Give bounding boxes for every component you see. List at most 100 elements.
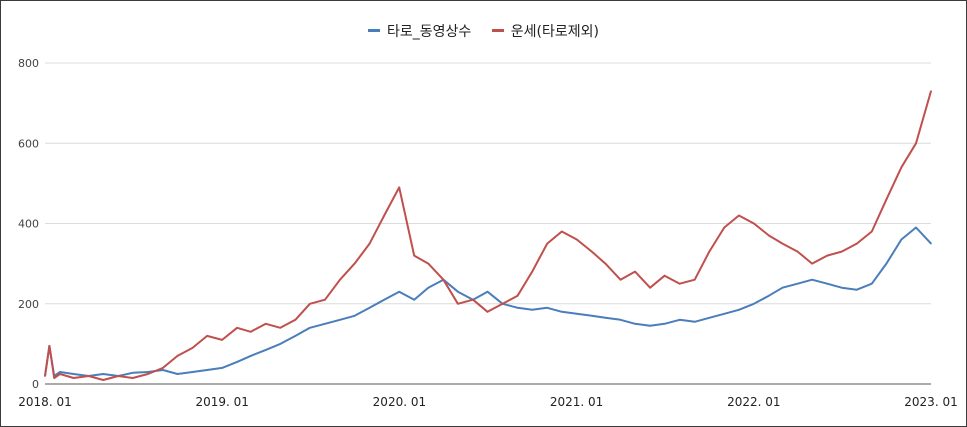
data-point-series-1 <box>546 306 548 309</box>
data-point-series-1 <box>191 371 194 373</box>
data-point-series-2 <box>678 282 681 285</box>
x-tick-label: 2022. 01 <box>727 395 780 409</box>
data-point-series-2 <box>353 262 356 265</box>
data-point-series-1 <box>413 298 416 301</box>
data-point-series-1 <box>398 290 401 293</box>
data-point-series-1 <box>930 242 932 245</box>
data-point-series-1 <box>162 369 164 371</box>
data-point-series-1 <box>383 298 385 301</box>
data-point-series-1 <box>723 312 726 315</box>
legend-item-series-2[interactable]: 운세(타로제외) <box>491 21 599 41</box>
y-tick-label: 400 <box>18 218 39 231</box>
data-point-series-1 <box>353 314 356 317</box>
data-point-series-1 <box>368 306 371 309</box>
data-point-series-1 <box>339 319 341 321</box>
series-line-2 <box>44 90 932 381</box>
data-point-series-2 <box>236 327 238 329</box>
data-point-series-1 <box>176 373 179 375</box>
data-point-series-1 <box>516 306 519 309</box>
data-point-series-1 <box>102 373 105 375</box>
data-point-series-1 <box>738 308 740 311</box>
x-tick-label: 2019. 01 <box>195 395 248 409</box>
data-point-series-1 <box>708 316 711 319</box>
data-point-series-1 <box>560 310 563 313</box>
data-point-series-2 <box>560 230 563 233</box>
data-point-series-2 <box>117 375 120 377</box>
data-point-series-2 <box>59 373 61 375</box>
data-point-series-1 <box>781 286 784 289</box>
x-tick-label: 2020. 01 <box>373 395 426 409</box>
data-point-series-1 <box>309 327 311 329</box>
data-point-series-2 <box>486 310 489 313</box>
data-point-series-1 <box>826 282 828 285</box>
data-point-series-1 <box>604 316 607 319</box>
data-point-series-2 <box>840 250 843 253</box>
data-point-series-1 <box>249 355 252 357</box>
data-point-series-1 <box>427 286 430 289</box>
data-point-series-2 <box>531 270 533 273</box>
data-point-series-2 <box>604 262 607 265</box>
data-point-series-2 <box>221 339 223 341</box>
data-point-series-1 <box>72 373 75 375</box>
data-point-series-2 <box>649 286 651 289</box>
data-point-series-2 <box>738 214 740 217</box>
data-point-series-1 <box>575 312 578 315</box>
data-point-series-2 <box>663 274 666 277</box>
data-point-series-2 <box>501 302 504 305</box>
data-point-series-1 <box>649 325 651 327</box>
data-point-series-1 <box>132 371 134 374</box>
legend-label-series-2: 운세(타로제외) <box>510 23 599 40</box>
data-point-series-1 <box>753 302 755 305</box>
data-point-series-1 <box>693 321 696 323</box>
data-point-series-1 <box>840 286 843 289</box>
data-point-series-2 <box>339 278 341 281</box>
data-point-series-1 <box>796 282 799 285</box>
gridlines <box>45 62 931 385</box>
data-point-series-2 <box>811 262 813 265</box>
y-tick-label: 0 <box>32 378 39 391</box>
data-point-series-1 <box>531 308 533 311</box>
data-point-series-1 <box>885 262 888 265</box>
data-point-series-1 <box>855 288 858 291</box>
series-lines <box>44 90 932 381</box>
data-point-series-1 <box>591 314 593 317</box>
y-tick-label: 200 <box>18 298 39 311</box>
data-point-series-1 <box>486 290 489 293</box>
legend-swatch-series-2 <box>491 29 504 32</box>
data-point-series-2 <box>48 345 51 347</box>
data-point-series-2 <box>442 278 445 281</box>
data-point-series-1 <box>206 369 208 371</box>
data-point-series-1 <box>236 361 238 363</box>
data-point-series-2 <box>162 367 164 369</box>
data-point-series-2 <box>191 347 194 349</box>
data-point-series-2 <box>132 377 134 379</box>
data-point-series-1 <box>279 343 282 345</box>
data-point-series-1 <box>147 371 149 373</box>
data-point-series-1 <box>663 323 666 325</box>
data-point-series-2 <box>619 278 622 281</box>
data-point-series-1 <box>457 290 459 293</box>
data-point-series-2 <box>900 166 903 169</box>
data-point-series-1 <box>768 294 770 297</box>
data-point-series-1 <box>811 278 813 281</box>
data-point-series-2 <box>516 294 519 297</box>
data-point-series-2 <box>87 375 90 377</box>
data-point-series-2 <box>915 142 917 145</box>
data-point-series-2 <box>634 270 636 273</box>
data-point-series-2 <box>753 222 755 225</box>
data-point-series-2 <box>279 327 282 329</box>
data-point-series-2 <box>53 377 56 379</box>
data-point-series-2 <box>855 242 858 245</box>
data-point-series-2 <box>398 186 401 189</box>
y-tick-label: 600 <box>18 137 39 150</box>
legend-item-series-1[interactable]: 타로_동영상수 <box>368 21 471 41</box>
x-axis-ticks: 2018. 01 2019. 01 2020. 01 2021. 01 2022. 01… <box>18 395 957 409</box>
data-point-series-2 <box>768 234 770 237</box>
data-point-series-2 <box>147 373 149 375</box>
x-tick-label: 2021. 01 <box>550 395 603 409</box>
data-point-series-2 <box>796 250 799 253</box>
data-point-series-1 <box>294 335 297 337</box>
legend-label-series-1: 타로_동영상수 <box>387 23 472 40</box>
data-point-series-2 <box>413 254 416 257</box>
